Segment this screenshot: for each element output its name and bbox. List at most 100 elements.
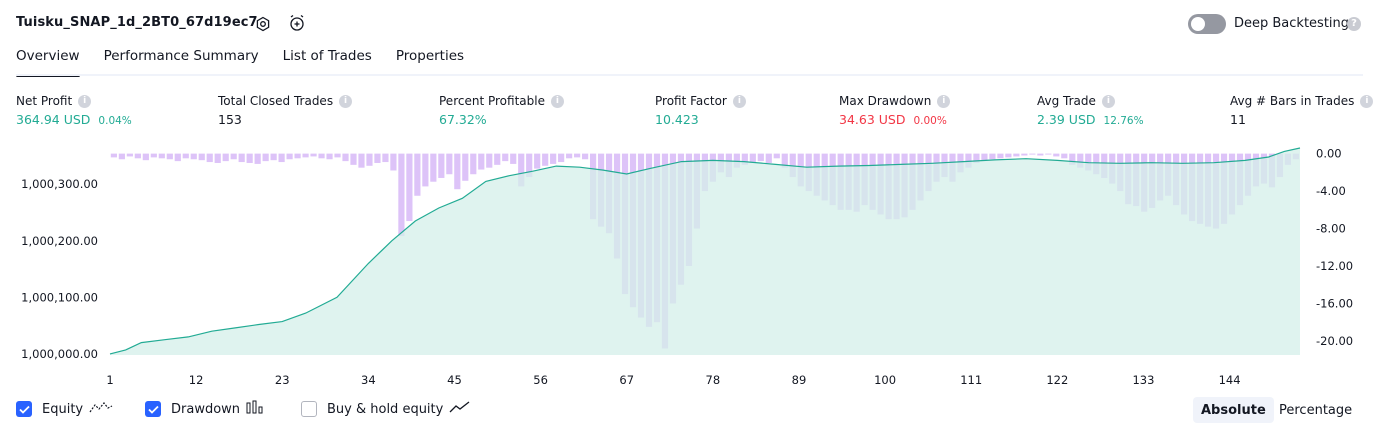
drawdown-bar: [1021, 153, 1028, 156]
drawdown-bar: [733, 153, 740, 168]
x-axis-tick: 23: [275, 373, 290, 387]
strategy-title: Tuisku_SNAP_1d_2BT0_67d19ec7: [16, 15, 258, 30]
drawdown-bar: [254, 153, 261, 164]
drawdown-bar: [989, 153, 996, 160]
x-axis: 1 12 23 34 45 56 67 78 89 100 111 122 133 144: [106, 373, 1240, 387]
drawdown-bar: [150, 153, 157, 158]
stat-profit-factor: Profit Factor i 10.423: [655, 94, 746, 127]
drawdown-bar: [374, 153, 381, 163]
absolute-button[interactable]: Absolute: [1193, 397, 1274, 423]
drawdown-bar: [214, 153, 221, 163]
alarm-add-icon[interactable]: [288, 14, 306, 32]
drawdown-bar: [278, 153, 285, 163]
drawdown-bar: [558, 153, 565, 163]
drawdown-bar: [206, 153, 213, 163]
drawdown-bar: [366, 153, 373, 166]
buy-hold-line-icon: [449, 400, 471, 418]
right-axis-tick: -16.00: [1316, 296, 1353, 310]
tab-overview[interactable]: Overview: [16, 48, 80, 77]
info-icon[interactable]: i: [550, 94, 564, 108]
legend-drawdown[interactable]: Drawdown: [145, 400, 264, 418]
drawdown-bar: [134, 153, 141, 159]
info-icon[interactable]: i: [78, 94, 92, 108]
drawdown-bar: [526, 153, 533, 178]
stat-max-drawdown: Max Drawdown i 34.63 USD 0.00%: [839, 94, 951, 127]
stat-value: 10.423: [655, 112, 699, 127]
equity-checkbox[interactable]: [16, 401, 32, 417]
stat-net-profit: Net Profit i 364.94 USD 0.04%: [16, 94, 132, 127]
legend-equity[interactable]: Equity: [16, 400, 113, 418]
stat-label: Avg # Bars in Trades: [1230, 94, 1355, 108]
drawdown-bar: [574, 153, 581, 158]
stat-percent-profitable: Percent Profitable i 67.32%: [439, 94, 564, 127]
info-icon[interactable]: i: [732, 94, 746, 108]
drawdown-bar: [438, 153, 445, 178]
x-axis-tick: 111: [960, 373, 982, 387]
drawdown-bar: [542, 153, 549, 166]
stat-percent: 0.04%: [98, 115, 132, 127]
tab-properties[interactable]: Properties: [395, 48, 465, 64]
drawdown-bar: [198, 153, 205, 161]
drawdown-bar: [773, 153, 780, 159]
drawdown-bar: [230, 153, 237, 160]
drawdown-bar: [1053, 153, 1060, 157]
stat-label: Profit Factor: [655, 94, 727, 108]
drawdown-bar: [390, 153, 397, 171]
stat-value: 11: [1230, 112, 1246, 127]
drawdown-bar: [446, 153, 453, 175]
equity-label: Equity: [42, 401, 84, 417]
drawdown-bar: [286, 153, 293, 160]
drawdown-bar: [174, 153, 181, 162]
x-axis-tick: 34: [361, 373, 376, 387]
settings-icon[interactable]: [254, 15, 272, 33]
equity-drawdown-chart: 1,000,000.00 1,000,100.00 1,000,200.00 1,00…: [21, 147, 1353, 387]
right-axis-tick: -4.00: [1316, 184, 1346, 198]
drawdown-bar: [158, 153, 165, 159]
drawdown-bar: [270, 153, 277, 161]
stat-label: Total Closed Trades: [218, 94, 334, 108]
drawdown-bar: [142, 153, 149, 161]
drawdown-bar: [294, 153, 301, 159]
tab-list-of-trades[interactable]: List of Trades: [282, 48, 372, 64]
x-axis-tick: 89: [792, 373, 807, 387]
drawdown-bar: [781, 153, 788, 168]
drawdown-bar: [382, 153, 389, 163]
drawdown-bar: [1005, 153, 1012, 158]
left-axis-tick: 1,000,200.00: [21, 234, 98, 248]
tabs-divider: [16, 74, 1363, 76]
legend-buy-hold[interactable]: Buy & hold equity: [301, 400, 471, 418]
x-axis-tick: 56: [533, 373, 548, 387]
x-axis-tick: 100: [874, 373, 896, 387]
drawdown-bar: [566, 153, 573, 159]
help-icon[interactable]: ?: [1347, 17, 1361, 31]
stat-total-closed-trades: Total Closed Trades i 153: [218, 94, 353, 127]
stat-avg-trade: Avg Trade i 2.39 USD 12.76%: [1037, 94, 1144, 127]
drawdown-bar: [462, 153, 469, 181]
drawdown-bar: [757, 153, 764, 162]
drawdown-bar: [582, 153, 589, 160]
x-axis-tick: 1: [106, 373, 113, 387]
info-icon[interactable]: i: [937, 94, 951, 108]
right-axis-tick: 0.00: [1316, 147, 1342, 161]
percentage-button[interactable]: Percentage: [1279, 402, 1353, 418]
drawdown-bar: [973, 153, 980, 163]
drawdown-bar: [550, 153, 557, 164]
drawdown-bars-icon: [246, 400, 264, 418]
buy-hold-checkbox[interactable]: [301, 401, 317, 417]
drawdown-bar: [238, 153, 245, 163]
stat-label: Percent Profitable: [439, 94, 545, 108]
info-icon[interactable]: i: [1360, 94, 1374, 108]
drawdown-bar: [534, 153, 541, 169]
drawdown-bar: [318, 153, 325, 159]
left-axis-tick: 1,000,000.00: [21, 347, 98, 361]
deep-backtesting-toggle[interactable]: [1188, 14, 1226, 34]
drawdown-checkbox[interactable]: [145, 401, 161, 417]
drawdown-bar: [422, 153, 429, 187]
tab-performance-summary[interactable]: Performance Summary: [103, 48, 259, 64]
info-icon[interactable]: i: [339, 94, 353, 108]
info-icon[interactable]: i: [1101, 94, 1115, 108]
x-axis-tick: 133: [1132, 373, 1154, 387]
drawdown-bar: [262, 153, 269, 162]
stat-value: 153: [218, 112, 242, 127]
drawdown-bar: [406, 153, 413, 222]
